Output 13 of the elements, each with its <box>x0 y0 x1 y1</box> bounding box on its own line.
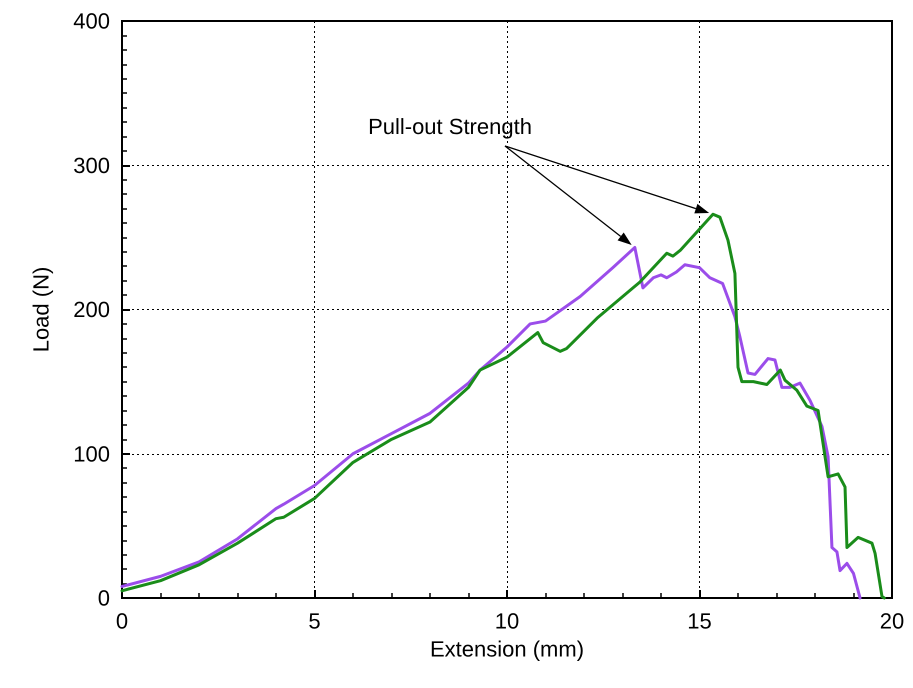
annotation: Pull-out Strength <box>367 114 533 140</box>
y-tick-label: 200 <box>73 297 110 322</box>
x-tick-label: 15 <box>687 608 712 634</box>
y-tick-label: 400 <box>73 8 110 34</box>
y-tick-label: 100 <box>73 441 110 466</box>
x-tick-label: 20 <box>880 608 904 634</box>
x-tick-label: 10 <box>494 608 520 634</box>
y-tick-label: 300 <box>73 152 110 178</box>
y-tick-label: 0 <box>98 586 110 610</box>
x-tick-label: 0 <box>116 608 128 634</box>
y-axis-title: Load (N) <box>28 266 54 352</box>
x-axis-title: Extension (mm) <box>430 636 584 662</box>
x-tick-label: 5 <box>308 608 321 634</box>
